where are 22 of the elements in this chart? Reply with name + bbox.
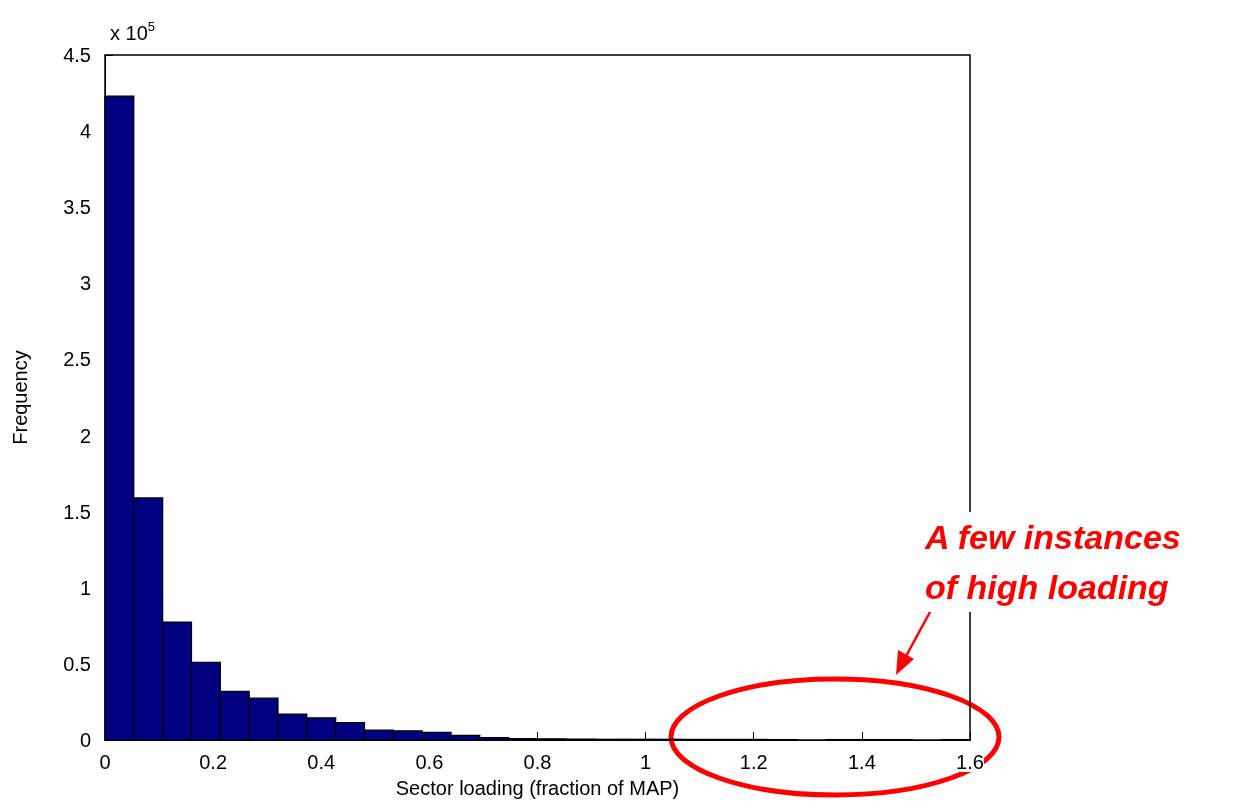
x-tick-label: 1.2 [739, 751, 768, 773]
y-tick-label: 1.5 [63, 500, 91, 523]
annotation: A few instances of high loading [924, 518, 1181, 606]
y-tick-label: 2 [79, 424, 91, 447]
x-axis-title: Sector loading (fraction of MAP) [395, 777, 680, 799]
y-tick-label: 0 [79, 729, 91, 751]
x-tick-label: 1 [640, 751, 652, 773]
y-axis-title: Frequency [9, 350, 31, 445]
y-tick-label: 3 [79, 272, 91, 295]
y-tick-label: 4 [79, 120, 91, 143]
y-tick-label: 0.5 [63, 652, 91, 675]
x-tick-label: 1.4 [847, 751, 876, 773]
y-tick-label: 3.5 [63, 196, 91, 219]
y-tick-label: 1 [79, 576, 91, 599]
y-tick-label: 4.5 [63, 44, 91, 66]
x-tick-label: 0.8 [523, 751, 552, 773]
y-tick-label: 2.5 [63, 348, 91, 371]
x-tick-label: 0.2 [199, 751, 228, 773]
x-tick-label: 0.6 [415, 751, 444, 773]
x-tick-label: 1.6 [956, 751, 984, 773]
x-tick-label: 0.4 [307, 751, 336, 773]
x-tick-label: 0 [99, 751, 111, 773]
